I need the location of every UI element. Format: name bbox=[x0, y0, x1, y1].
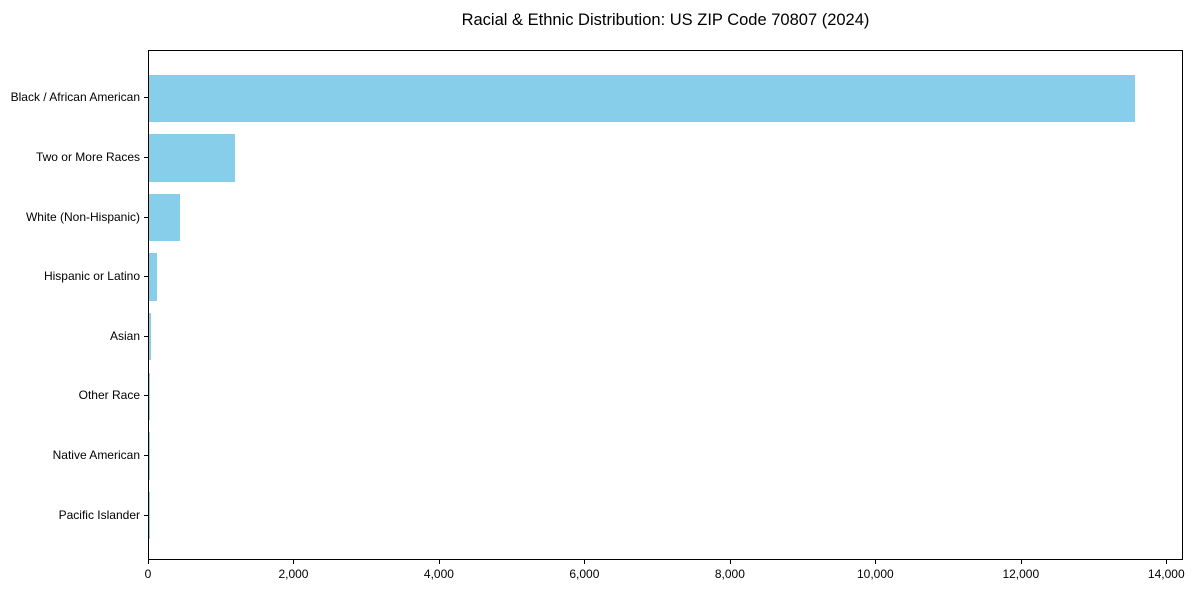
plot-area bbox=[148, 50, 1183, 560]
y-tick-label: Asian bbox=[109, 328, 140, 343]
x-tick-label: 2,000 bbox=[278, 567, 309, 581]
x-tick bbox=[293, 560, 295, 564]
y-tick-label: Black / African American bbox=[10, 90, 140, 105]
bar bbox=[149, 372, 151, 421]
x-tick-label: 12,000 bbox=[1002, 567, 1040, 581]
x-tick bbox=[1166, 560, 1168, 564]
bar bbox=[149, 432, 150, 480]
x-tick-label: 6,000 bbox=[569, 567, 600, 581]
x-tick bbox=[438, 560, 440, 564]
bar bbox=[149, 253, 158, 301]
y-tick bbox=[144, 335, 148, 337]
x-tick-label: 8,000 bbox=[714, 567, 745, 581]
x-tick bbox=[875, 560, 877, 564]
y-tick-label: Native American bbox=[52, 447, 140, 462]
y-tick bbox=[144, 276, 148, 278]
x-tick-label: 0 bbox=[144, 567, 152, 581]
bar bbox=[149, 193, 180, 242]
bar bbox=[149, 134, 235, 182]
y-tick bbox=[144, 97, 148, 99]
y-tick bbox=[144, 156, 148, 158]
x-tick-label: 10,000 bbox=[856, 567, 894, 581]
x-tick bbox=[729, 560, 731, 564]
y-tick-label: Hispanic or Latino bbox=[43, 269, 140, 284]
x-tick bbox=[148, 560, 149, 564]
y-tick-label: Pacific Islander bbox=[58, 507, 140, 522]
y-tick bbox=[144, 454, 148, 456]
chart-title: Racial & Ethnic Distribution: US ZIP Cod… bbox=[461, 11, 870, 29]
y-tick-label: Two or More Races bbox=[35, 149, 140, 164]
x-tick bbox=[584, 560, 586, 564]
y-tick bbox=[144, 216, 148, 218]
x-tick bbox=[1020, 560, 1022, 564]
x-tick-label: 14,000 bbox=[1147, 567, 1185, 581]
y-tick bbox=[144, 514, 148, 516]
bar bbox=[149, 74, 1136, 123]
x-tick-label: 4,000 bbox=[423, 567, 454, 581]
y-tick-label: Other Race bbox=[78, 388, 140, 403]
y-tick bbox=[144, 395, 148, 397]
bar bbox=[149, 312, 151, 361]
y-tick-label: White (Non-Hispanic) bbox=[25, 209, 140, 224]
